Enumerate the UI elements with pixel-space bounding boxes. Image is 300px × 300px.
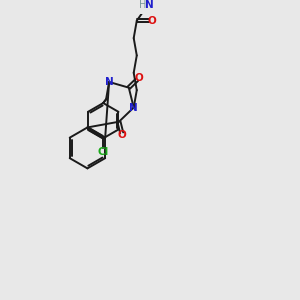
Text: H: H [139, 0, 147, 10]
Text: N: N [105, 77, 113, 87]
Text: O: O [118, 130, 127, 140]
Text: O: O [148, 16, 157, 26]
Text: Cl: Cl [98, 147, 109, 157]
Text: N: N [145, 0, 154, 10]
Text: N: N [129, 103, 138, 112]
Text: O: O [134, 73, 143, 83]
